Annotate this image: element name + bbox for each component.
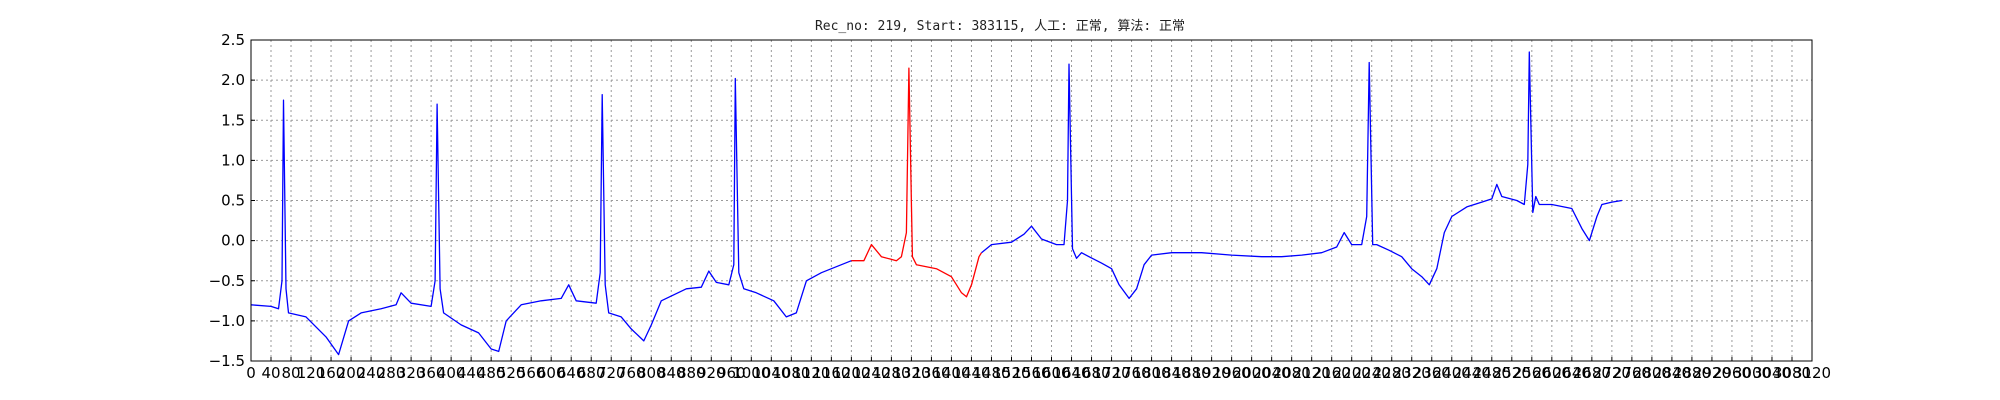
x-tick-label: 2560 (1513, 364, 1551, 382)
x-tick-label: 3040 (1753, 364, 1791, 382)
x-tick-label: 2920 (1693, 364, 1731, 382)
y-tick-label: 2.5 (221, 31, 245, 49)
x-tick-label: 1920 (1193, 364, 1231, 382)
x-tick-label: 200 (337, 364, 366, 382)
x-tick-label: 640 (557, 364, 586, 382)
x-tick-label: 160 (317, 364, 346, 382)
x-tick-label: 1800 (1132, 364, 1170, 382)
x-tick-label: 2520 (1493, 364, 1531, 382)
x-tick-label: 1200 (832, 364, 870, 382)
ecg-series-line-1 (250, 77, 852, 356)
x-tick-label: 680 (577, 364, 606, 382)
x-tick-label: 1400 (932, 364, 970, 382)
x-tick-label: 2760 (1613, 364, 1651, 382)
x-tick-label: 240 (357, 364, 386, 382)
chart-title: Rec_no: 219, Start: 383115, 人工: 正常, 算法: … (815, 19, 1185, 34)
x-tick-label: 560 (517, 364, 546, 382)
x-tick-label: 1960 (1213, 364, 1251, 382)
y-tick-label: −1.5 (209, 352, 245, 370)
x-tick-label: 360 (417, 364, 446, 382)
ecg-series-line-3 (981, 51, 1623, 300)
x-tick-label: 2600 (1533, 364, 1571, 382)
x-tick-label: 2640 (1553, 364, 1591, 382)
x-tick-label: 3080 (1773, 364, 1811, 382)
x-tick-label: 2320 (1393, 364, 1431, 382)
x-tick-label: 2360 (1413, 364, 1451, 382)
x-tick-label: 1600 (1032, 364, 1070, 382)
x-tick-label: 1280 (872, 364, 910, 382)
x-tick-label: 880 (677, 364, 706, 382)
x-tick-label: 800 (637, 364, 666, 382)
x-tick-label: 120 (297, 364, 326, 382)
x-tick-label: 2720 (1593, 364, 1631, 382)
x-tick-label: 1520 (992, 364, 1030, 382)
x-tick-label: 1480 (972, 364, 1010, 382)
x-tick-label: 2440 (1453, 364, 1491, 382)
y-tick-label: 1.0 (221, 151, 245, 169)
x-tick-label: 600 (537, 364, 566, 382)
x-tick-label: 1440 (952, 364, 990, 382)
x-tick-label: 2240 (1353, 364, 1391, 382)
x-tick-label: 480 (477, 364, 506, 382)
x-tick-label: 1360 (912, 364, 950, 382)
x-tick-label: 1000 (732, 364, 770, 382)
x-tick-label: 520 (497, 364, 526, 382)
series-layer (250, 51, 1623, 356)
x-tick-label: 920 (697, 364, 726, 382)
x-tick-label: 1320 (892, 364, 930, 382)
y-tick-label: −0.5 (209, 272, 245, 290)
x-tick-label: 1240 (852, 364, 890, 382)
x-tick-label: 2680 (1573, 364, 1611, 382)
x-tick-label: 1560 (1012, 364, 1050, 382)
x-tick-label: 400 (437, 364, 466, 382)
x-tick-label: 1680 (1072, 364, 1110, 382)
y-tick-label: 0.0 (221, 232, 245, 250)
grid (250, 39, 1813, 362)
x-tick-label: 2880 (1673, 364, 1711, 382)
x-tick-label: 2200 (1333, 364, 1371, 382)
x-tick-label: 760 (617, 364, 646, 382)
ecg-series-line-2 (851, 67, 983, 298)
x-tick-label: 40 (261, 364, 280, 382)
x-tick-label: 440 (457, 364, 486, 382)
y-tick-label: 1.5 (221, 111, 245, 129)
x-tick-label: 1760 (1112, 364, 1150, 382)
x-tick-label: 1120 (792, 364, 830, 382)
x-tick-label: 2480 (1473, 364, 1511, 382)
y-axis-ticks: −1.5 −1.0 −0.5 0.0 0.5 1.0 1.5 2.0 2.5 (209, 31, 255, 370)
x-tick-label: 960 (717, 364, 746, 382)
x-tick-label: 1040 (752, 364, 790, 382)
x-tick-label: 2160 (1313, 364, 1351, 382)
x-tick-label: 840 (657, 364, 686, 382)
x-tick-label: 2120 (1293, 364, 1331, 382)
x-tick-label: 1640 (1052, 364, 1090, 382)
x-tick-label: 3000 (1733, 364, 1771, 382)
y-tick-label: −1.0 (209, 312, 245, 330)
x-tick-label: 1880 (1173, 364, 1211, 382)
x-tick-label: 1840 (1152, 364, 1190, 382)
x-tick-label: 280 (377, 364, 406, 382)
x-tick-label: 2000 (1233, 364, 1271, 382)
x-tick-label: 1160 (812, 364, 850, 382)
x-tick-label: 2400 (1433, 364, 1471, 382)
x-tick-label: 2800 (1633, 364, 1671, 382)
x-tick-label: 2960 (1713, 364, 1751, 382)
x-tick-label: 2280 (1373, 364, 1411, 382)
x-axis-ticks: 0 40 8012016020024028032036040044048052056… (246, 357, 1831, 382)
y-tick-label: 0.5 (221, 192, 245, 210)
x-tick-label: 3120 (1793, 364, 1831, 382)
x-tick-label: 2040 (1253, 364, 1291, 382)
x-tick-label: 720 (597, 364, 626, 382)
x-tick-label: 2840 (1653, 364, 1691, 382)
x-tick-label: 2080 (1273, 364, 1311, 382)
y-tick-label: 2.0 (221, 71, 245, 89)
x-tick-label: 80 (281, 364, 300, 382)
x-tick-label: 1080 (772, 364, 810, 382)
x-tick-label: 0 (246, 364, 256, 382)
x-tick-label: 1720 (1092, 364, 1130, 382)
x-tick-label: 320 (397, 364, 426, 382)
